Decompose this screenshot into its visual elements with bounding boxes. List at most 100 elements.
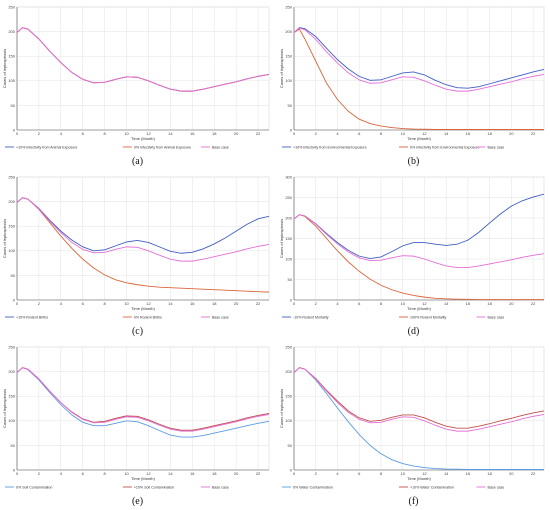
x-tick-label: 2 <box>38 301 41 306</box>
y-tick-label: 0 <box>290 297 293 302</box>
legend-entry: Base case <box>488 145 505 149</box>
y-tick-label: 150 <box>285 54 292 59</box>
y-tick-label: 0 <box>13 467 16 472</box>
x-tick-label: 0 <box>293 471 296 476</box>
y-axis-label: Cases of leptospirosis <box>2 49 7 88</box>
x-tick-label: 14 <box>444 471 449 476</box>
x-tick-label: 12 <box>146 471 151 476</box>
y-axis-label: Cases of leptospirosis <box>2 219 7 258</box>
y-tick-label: 0 <box>13 297 16 302</box>
legend-entry: +10% Infectivity from Animal Exposure <box>16 145 77 149</box>
x-tick-label: 14 <box>168 301 173 306</box>
x-tick-label: 4 <box>336 471 339 476</box>
x-tick-label: 8 <box>104 471 107 476</box>
x-tick-label: 6 <box>358 131 361 136</box>
y-tick-label: 100 <box>285 78 292 83</box>
y-tick-label: 200 <box>285 29 292 34</box>
y-tick-label: 50 <box>11 103 16 108</box>
x-tick-label: 12 <box>422 471 427 476</box>
y-tick-label: 200 <box>8 199 15 204</box>
series-line-2 <box>293 28 544 130</box>
x-tick-label: 20 <box>509 131 514 136</box>
x-tick-label: 22 <box>256 301 261 306</box>
chart-panel-f: 0 50 100 150 200 250 0 2 4 6 8 10 12 14 16 18 20 22 Time (… <box>279 344 545 507</box>
plot-area <box>293 6 545 131</box>
x-tick-label: 16 <box>190 301 195 306</box>
chart-panel-c: 0 50 100 150 200 250 0 2 4 6 8 10 12 14 16 18 20 22 Time (… <box>2 174 270 337</box>
x-axis-label: Time (Month) <box>131 136 155 141</box>
series-line-2 <box>293 367 545 429</box>
panel-label: (f) <box>409 496 419 507</box>
y-tick-label: 150 <box>8 54 15 59</box>
y-tick-label: 200 <box>285 369 292 374</box>
x-tick-label: 18 <box>212 471 217 476</box>
x-tick-label: 8 <box>104 131 107 136</box>
legend-entry: Base case <box>212 315 229 319</box>
legend-entry: +10% Rodent Births <box>16 315 48 319</box>
y-tick-label: 250 <box>285 195 292 200</box>
plot-area <box>293 346 545 471</box>
y-tick-label: 150 <box>8 394 15 399</box>
y-tick-label: 50 <box>288 277 293 282</box>
panel-label: (d) <box>408 326 420 337</box>
x-tick-label: 20 <box>234 471 239 476</box>
y-tick-label: 200 <box>285 215 292 220</box>
x-tick-label: 10 <box>400 301 405 306</box>
y-tick-label: 100 <box>8 418 15 423</box>
y-tick-label: 100 <box>285 256 292 261</box>
x-tick-label: 16 <box>466 301 471 306</box>
y-tick-label: 0 <box>290 127 293 132</box>
plot-area <box>16 176 270 301</box>
plot-area <box>16 6 270 131</box>
series-line-1 <box>293 367 544 470</box>
y-tick-label: 150 <box>285 394 292 399</box>
x-tick-label: 12 <box>146 301 151 306</box>
y-tick-label: 50 <box>11 443 16 448</box>
y-axis-label: Cases of leptospirosis <box>279 49 284 88</box>
series-line-2 <box>16 197 270 293</box>
y-tick-label: 100 <box>8 78 15 83</box>
panel-label: (b) <box>408 156 420 167</box>
x-tick-label: 22 <box>256 131 261 136</box>
legend-entry: +10% Soil Contamination <box>134 485 174 489</box>
y-tick-label: 250 <box>8 344 15 349</box>
plot-area <box>16 346 270 471</box>
x-tick-label: 2 <box>315 471 318 476</box>
x-tick-label: 12 <box>146 131 151 136</box>
series-line-2 <box>293 214 544 301</box>
legend-entry: 0% Infectivity from Environmental Exposu… <box>410 145 480 149</box>
x-tick-label: 8 <box>380 301 383 306</box>
series-line-3 <box>293 214 545 269</box>
x-tick-label: 6 <box>358 301 361 306</box>
x-tick-label: 18 <box>487 301 492 306</box>
series-line-1 <box>16 367 270 438</box>
x-tick-label: 18 <box>212 301 217 306</box>
x-tick-label: 2 <box>38 131 41 136</box>
chart-panel-e: 0 50 100 150 200 250 0 2 4 6 8 10 12 14 16 18 20 22 Time (… <box>2 344 270 507</box>
y-tick-label: 150 <box>8 224 15 229</box>
x-tick-label: 20 <box>234 301 239 306</box>
legend-entry: 0% Soil Contamination <box>16 485 52 489</box>
x-tick-label: 4 <box>60 301 63 306</box>
x-axis-label: Time (Month) <box>407 136 431 141</box>
x-tick-label: 20 <box>509 471 514 476</box>
y-axis-label: Cases of leptospirosis <box>279 389 284 428</box>
series-line-3 <box>16 27 270 92</box>
y-tick-label: 50 <box>288 103 293 108</box>
x-axis-label: Time (Month) <box>131 476 155 481</box>
y-axis-label: Cases of leptospirosis <box>279 219 284 258</box>
y-tick-label: 250 <box>285 344 292 349</box>
x-tick-label: 8 <box>104 301 107 306</box>
x-tick-label: 8 <box>380 471 383 476</box>
legend-entry: -10% Rodent Mortality <box>293 315 329 319</box>
x-tick-label: 12 <box>422 301 427 306</box>
series-line-3 <box>293 27 545 92</box>
legend-entry: 0% Water Contamination <box>293 485 333 489</box>
panel-label: (c) <box>132 326 143 337</box>
x-tick-label: 2 <box>315 301 318 306</box>
x-tick-label: 0 <box>16 471 19 476</box>
y-tick-label: 200 <box>8 369 15 374</box>
y-tick-label: 200 <box>8 29 15 34</box>
x-tick-label: 4 <box>336 131 339 136</box>
y-tick-label: 250 <box>285 4 292 9</box>
